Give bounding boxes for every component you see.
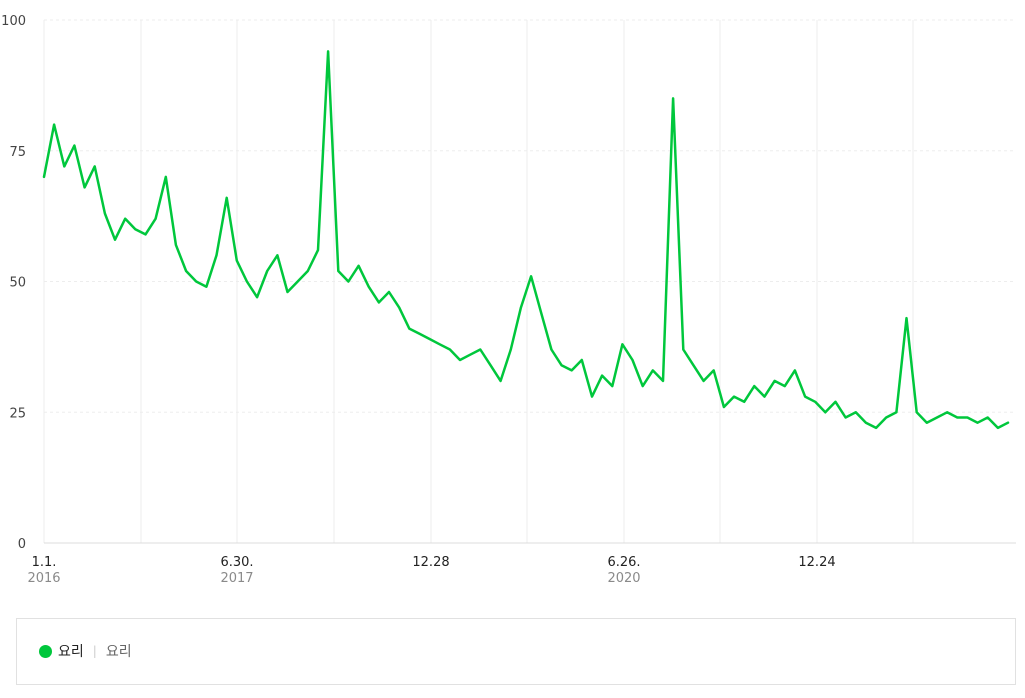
x-tick-label: 6.30.	[220, 555, 253, 570]
legend-color-dot	[39, 644, 52, 658]
y-axis: 0 25 50 75 100	[1, 14, 26, 552]
x-tick-label: 12.24	[798, 555, 835, 570]
legend-separator: |	[92, 644, 97, 658]
series-group	[42, 50, 1010, 430]
y-tick-label: 25	[9, 406, 26, 421]
x-tick-year: 2020	[607, 571, 640, 586]
legend-item[interactable]: 요리 | 요리	[39, 641, 132, 661]
x-tick-year: 2017	[220, 571, 253, 586]
x-tick-label: 1.1.	[32, 555, 57, 570]
x-tick-label: 6.26.	[607, 555, 640, 570]
x-tick-label: 12.28	[412, 555, 449, 570]
y-tick-label: 50	[9, 276, 26, 291]
legend: 요리 | 요리	[16, 618, 1016, 685]
x-tick-year: 2016	[27, 571, 60, 586]
legend-label: 요리	[58, 644, 84, 660]
y-tick-label: 100	[1, 14, 26, 29]
legend-sublabel: 요리	[105, 644, 132, 660]
y-tick-label: 0	[18, 537, 26, 552]
y-tick-label: 75	[9, 145, 26, 160]
line-chart: 0 25 50 75 100 1.1.2016 6.30.2017 12.28 6.26.20…	[1, 14, 1016, 586]
series-line	[42, 50, 1010, 430]
x-axis: 1.1.2016 6.30.2017 12.28 6.26.2020 12.24	[27, 555, 835, 586]
